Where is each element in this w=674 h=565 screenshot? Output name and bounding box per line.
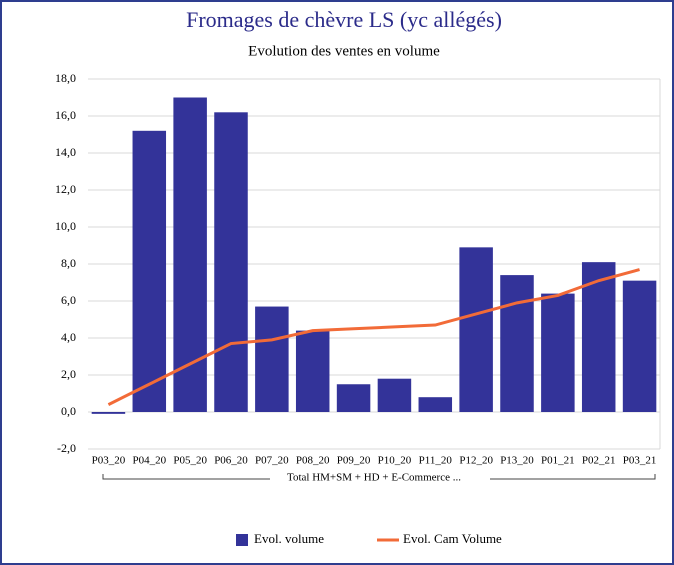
y-tick-label: -2,0 <box>57 441 76 455</box>
y-tick-label: 0,0 <box>61 404 76 418</box>
x-tick-label: P02_21 <box>582 455 616 467</box>
line <box>107 268 640 406</box>
group-label-bg <box>270 471 490 485</box>
x-tick-label: P10_20 <box>378 455 412 467</box>
bar <box>500 275 534 412</box>
x-tick-label: P01_21 <box>541 455 575 467</box>
bar <box>377 378 412 412</box>
legend-label: Evol. Cam Volume <box>403 531 502 546</box>
y-tick-label: 4,0 <box>61 330 76 344</box>
y-tick-label: 12,0 <box>55 182 76 196</box>
bar <box>336 384 371 412</box>
x-tick-label: P13_20 <box>500 455 534 467</box>
y-tick-label: 18,0 <box>55 71 76 85</box>
x-tick-label: P08_20 <box>296 455 330 467</box>
bar <box>622 280 657 412</box>
x-tick-label: P11_20 <box>419 455 453 467</box>
x-tick-label: P09_20 <box>337 455 371 467</box>
bar <box>255 306 289 412</box>
y-tick-label: 14,0 <box>55 145 76 159</box>
bar <box>214 112 248 413</box>
bar <box>581 262 616 412</box>
group-label: Total HM+SM + HD + E-Commerce ... <box>287 472 461 484</box>
legend-swatch <box>236 534 248 546</box>
y-tick-label: 2,0 <box>61 367 76 381</box>
bar <box>132 130 167 413</box>
y-tick-label: 10,0 <box>55 219 76 233</box>
y-tick-label: 16,0 <box>55 108 76 122</box>
chart-subtitle: Evolution des ventes en volume <box>248 43 440 59</box>
x-tick-label: P03_21 <box>623 455 657 467</box>
bar <box>418 397 453 412</box>
x-tick-label: P07_20 <box>255 455 289 467</box>
bar <box>295 330 330 412</box>
x-tick-label: P05_20 <box>173 455 207 467</box>
bar <box>91 412 126 414</box>
bar <box>459 247 493 412</box>
legend-label: Evol. volume <box>254 531 324 546</box>
bar <box>541 293 575 412</box>
x-tick-label: P12_20 <box>459 455 493 467</box>
y-tick-label: 6,0 <box>61 293 76 307</box>
x-tick-label: P04_20 <box>132 455 166 467</box>
x-tick-label: P03_20 <box>92 455 126 467</box>
chart-title: Fromages de chèvre LS (yc allégés) <box>186 7 502 32</box>
y-tick-label: 8,0 <box>61 256 76 270</box>
x-tick-label: P06_20 <box>214 455 248 467</box>
